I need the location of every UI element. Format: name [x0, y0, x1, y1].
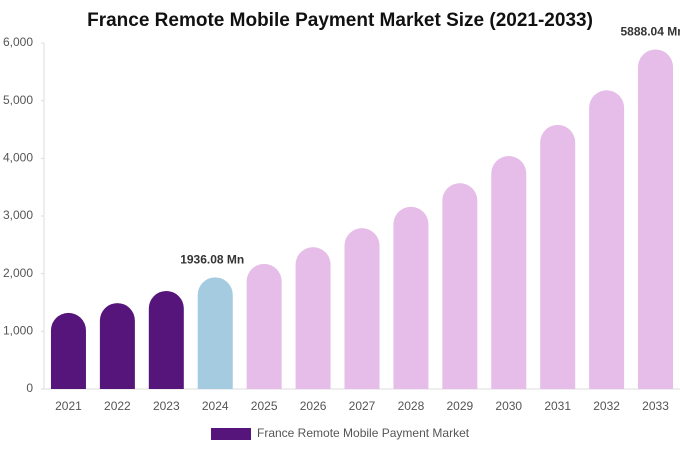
bar	[246, 263, 282, 389]
x-tick-label: 2032	[593, 399, 620, 413]
y-tick-label: 0	[26, 381, 33, 395]
y-tick-label: 4,000	[3, 151, 33, 165]
bar	[442, 183, 478, 389]
y-tick-label: 2,000	[3, 266, 33, 280]
x-tick-label: 2021	[55, 399, 82, 413]
x-tick-label: 2029	[446, 399, 473, 413]
x-tick-label: 2027	[349, 399, 376, 413]
x-tick-label: 2026	[300, 399, 327, 413]
bar	[99, 303, 135, 389]
bar	[491, 156, 527, 389]
legend-swatch	[211, 428, 251, 440]
y-tick-label: 1,000	[3, 324, 33, 338]
y-tick-label: 6,000	[3, 35, 33, 49]
y-tick-label: 5,000	[3, 93, 33, 107]
legend-label: France Remote Mobile Payment Market	[257, 426, 470, 440]
y-tick-label: 3,000	[3, 208, 33, 222]
x-tick-label: 2033	[642, 399, 669, 413]
bar	[197, 277, 233, 389]
x-tick-label: 2030	[495, 399, 522, 413]
bar	[344, 228, 380, 389]
x-tick-label: 2031	[544, 399, 571, 413]
value-label: 1936.08 Mn	[180, 253, 244, 267]
x-tick-label: 2028	[398, 399, 425, 413]
bar	[148, 290, 184, 389]
bar	[589, 90, 625, 389]
x-tick-label: 2023	[153, 399, 180, 413]
bar	[540, 124, 576, 390]
x-tick-label: 2022	[104, 399, 131, 413]
bar	[393, 206, 429, 389]
x-tick-label: 2025	[251, 399, 278, 413]
bar	[50, 312, 86, 389]
bar	[295, 247, 331, 389]
x-tick-label: 2024	[202, 399, 229, 413]
chart-title: France Remote Mobile Payment Market Size…	[87, 10, 593, 31]
value-label: 5888.04 Mn	[621, 25, 680, 39]
bar	[638, 49, 674, 389]
